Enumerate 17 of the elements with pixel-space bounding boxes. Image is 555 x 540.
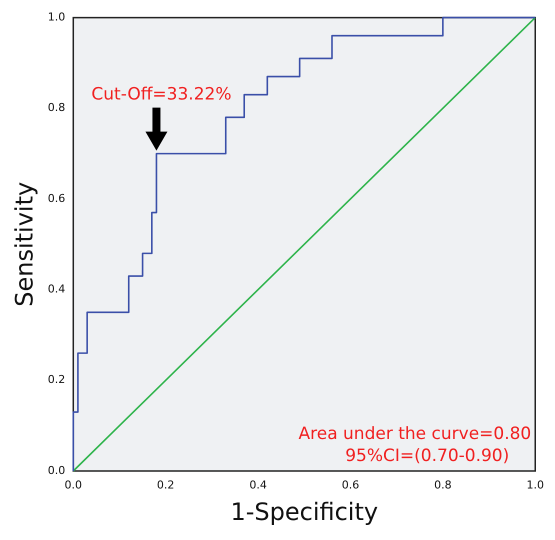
y-tick-label: 1.0 — [48, 10, 66, 24]
x-tick-label: 1.0 — [526, 478, 544, 492]
x-tick-label: 0.0 — [64, 478, 82, 492]
x-tick-label: 0.6 — [342, 478, 360, 492]
x-axis-title: 1-Specificity — [230, 498, 378, 526]
annotation: Cut-Off=33.22% — [91, 84, 232, 105]
y-tick-label: 0.2 — [48, 373, 66, 386]
y-axis-title: Sensitivity — [10, 182, 39, 307]
y-tick-label: 0.0 — [48, 464, 66, 477]
x-tick-label: 0.2 — [156, 478, 174, 492]
x-tick-label: 0.4 — [249, 478, 267, 492]
annotation: 95%CI=(0.70-0.90) — [345, 446, 510, 466]
y-tick-label: 0.6 — [48, 192, 66, 205]
y-tick-label: 0.8 — [48, 101, 66, 114]
y-tick-label: 0.4 — [48, 282, 66, 296]
x-tick-label: 0.8 — [434, 478, 452, 492]
annotation: Area under the curve=0.80 — [298, 424, 532, 444]
